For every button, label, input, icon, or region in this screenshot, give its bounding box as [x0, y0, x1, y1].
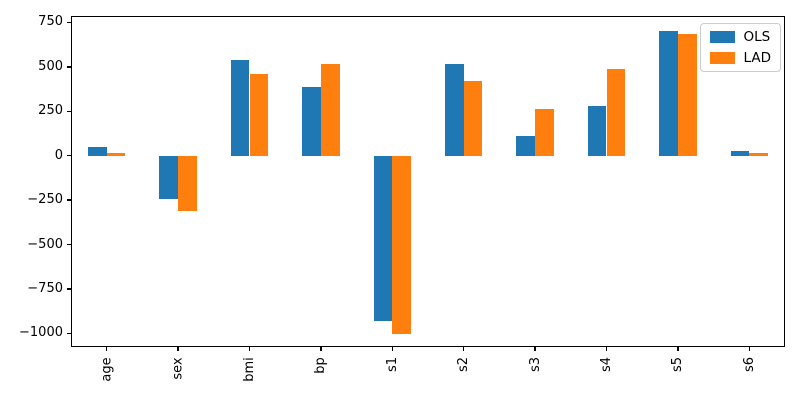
bar-ols-s2: [444, 63, 464, 156]
legend-swatch-lad: [709, 52, 735, 64]
bar-lad-s1: [392, 155, 412, 335]
y-tick-label: −1000: [19, 325, 63, 341]
x-tick-label-age: age: [99, 356, 115, 382]
bar-ols-s3: [516, 135, 536, 156]
x-axis-tick: [677, 347, 679, 351]
x-tick-label-s6: s6: [741, 356, 757, 373]
bar-lad-bmi: [249, 73, 269, 156]
bar-ols-sex: [159, 155, 179, 200]
bar-ols-age: [87, 147, 107, 156]
y-axis-tick: [67, 110, 71, 112]
y-tick-label: −250: [27, 192, 63, 208]
bar-lad-s4: [606, 69, 626, 156]
bar-ols-s6: [730, 151, 750, 156]
bar-lad-s3: [535, 109, 554, 156]
x-axis-tick: [463, 347, 465, 351]
bar-lad-age: [106, 153, 126, 156]
y-axis-tick: [67, 288, 71, 290]
x-axis-tick: [177, 347, 179, 351]
y-tick-label: 250: [38, 103, 63, 119]
bar-lad-s2: [463, 81, 483, 156]
x-axis-tick: [106, 347, 108, 351]
bar-ols-bp: [302, 87, 321, 156]
bar-lad-sex: [178, 155, 197, 211]
bar-lad-s6: [749, 153, 769, 156]
x-axis-tick: [605, 347, 608, 351]
x-axis-tick: [534, 347, 536, 351]
y-axis-tick: [67, 243, 71, 246]
x-tick-label-bp: bp: [313, 357, 329, 374]
x-axis-tick: [748, 347, 750, 351]
y-axis-tick: [67, 155, 71, 157]
bar-ols-bmi: [230, 60, 250, 156]
y-tick-label: 500: [38, 58, 63, 74]
x-axis-tick: [320, 347, 322, 351]
bar-ols-s1: [373, 155, 393, 322]
legend-item-lad: LAD: [709, 50, 771, 66]
legend-label: LAD: [743, 50, 771, 66]
bar-ols-s5: [659, 31, 678, 156]
x-tick-label-bmi: bmi: [241, 357, 257, 382]
y-tick-label: 0: [54, 147, 63, 163]
x-axis-tick: [248, 347, 251, 351]
bar-ols-s4: [587, 106, 607, 156]
legend: OLS LAD: [699, 23, 781, 72]
x-tick-label-sex: sex: [170, 356, 186, 380]
x-tick-label-s1: s1: [384, 356, 400, 373]
x-tick-label-s5: s5: [670, 356, 686, 373]
y-tick-label: 750: [38, 14, 63, 30]
legend-swatch-ols: [709, 31, 735, 43]
y-axis-tick: [67, 66, 71, 68]
legend-label: OLS: [743, 29, 771, 45]
x-tick-label-s3: s3: [527, 356, 543, 373]
x-tick-label-s4: s4: [599, 356, 615, 373]
x-axis-tick: [391, 347, 393, 351]
y-tick-label: −500: [27, 236, 63, 252]
legend-item-ols: OLS: [709, 29, 771, 45]
y-axis-tick: [67, 21, 71, 24]
y-axis-tick: [67, 332, 71, 335]
bar-lad-bp: [320, 63, 340, 156]
x-tick-label-s2: s2: [456, 356, 472, 373]
y-axis-tick: [67, 199, 71, 201]
y-tick-label: −750: [27, 281, 63, 297]
bar-lad-s5: [677, 33, 697, 156]
